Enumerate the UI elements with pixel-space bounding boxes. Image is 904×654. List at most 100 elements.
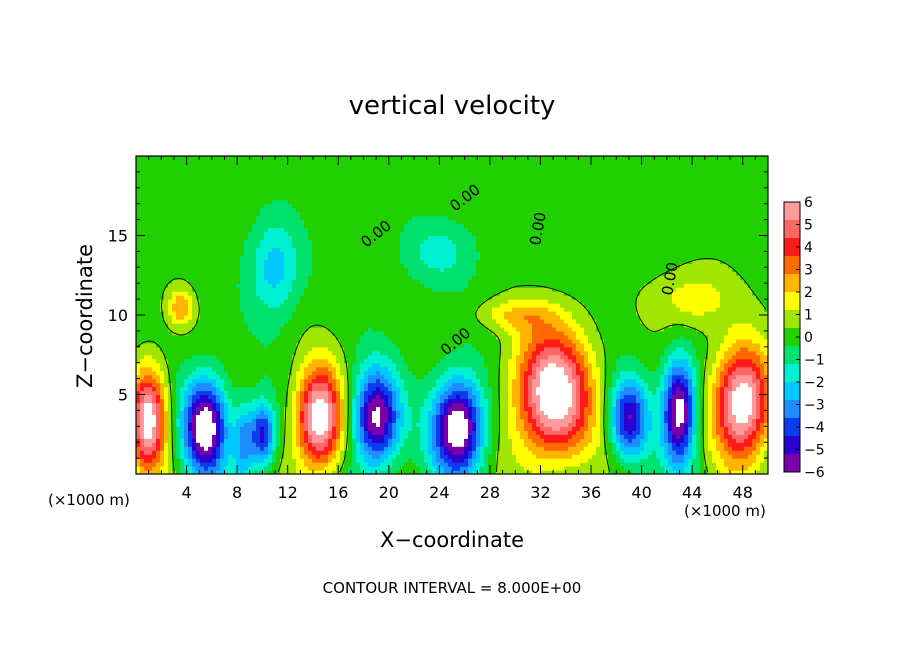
heat-cell bbox=[220, 390, 225, 396]
heat-cell bbox=[512, 406, 517, 412]
heat-cell bbox=[668, 414, 673, 419]
heat-cell bbox=[760, 470, 765, 474]
heat-cell bbox=[488, 386, 493, 392]
heat-cell bbox=[240, 390, 245, 396]
heat-cell bbox=[352, 354, 357, 360]
heat-cell bbox=[336, 378, 341, 384]
heat-cell bbox=[716, 358, 721, 364]
heat-cell bbox=[148, 426, 153, 431]
heat-cell bbox=[644, 426, 649, 431]
heat-cell bbox=[388, 442, 393, 447]
heat-cell bbox=[548, 438, 553, 443]
heat-cell bbox=[432, 362, 437, 368]
heat-cell bbox=[564, 434, 569, 439]
heat-cell bbox=[544, 370, 549, 376]
heat-cell bbox=[596, 358, 601, 364]
heat-cell bbox=[480, 446, 485, 451]
heat-cell bbox=[292, 366, 297, 372]
heat-cell bbox=[248, 422, 253, 427]
heat-cell bbox=[468, 454, 473, 459]
heat-cell bbox=[388, 430, 393, 435]
heat-cell bbox=[668, 438, 673, 443]
heat-cell bbox=[140, 466, 145, 471]
heat-cell bbox=[384, 442, 389, 447]
heat-cell bbox=[564, 406, 569, 412]
heat-cell bbox=[668, 422, 673, 427]
heat-cell bbox=[316, 362, 321, 368]
heat-cell bbox=[696, 466, 701, 471]
heat-cell bbox=[364, 358, 369, 364]
heat-cell bbox=[588, 406, 593, 412]
heat-cell bbox=[588, 438, 593, 443]
heat-cell bbox=[140, 374, 145, 380]
heat-cell bbox=[540, 462, 545, 467]
heat-cell bbox=[184, 426, 189, 431]
heat-cell bbox=[732, 366, 737, 372]
heat-cell bbox=[248, 354, 253, 360]
heat-cell bbox=[328, 350, 333, 356]
heat-cell bbox=[308, 374, 313, 380]
heat-cell bbox=[660, 370, 665, 376]
heat-cell bbox=[576, 430, 581, 435]
heat-cell bbox=[304, 374, 309, 380]
heat-cell bbox=[272, 442, 277, 447]
heat-cell bbox=[408, 382, 413, 388]
heat-cell bbox=[304, 450, 309, 455]
heat-cell bbox=[676, 438, 681, 443]
heat-cell bbox=[136, 378, 141, 384]
heat-cell bbox=[296, 418, 301, 423]
heat-cell bbox=[528, 434, 533, 439]
heat-cell bbox=[176, 422, 181, 427]
heat-cell bbox=[428, 390, 433, 396]
heat-cell bbox=[140, 382, 145, 388]
heat-cell bbox=[744, 446, 749, 451]
heat-cell bbox=[740, 414, 745, 419]
heat-cell bbox=[436, 446, 441, 451]
heat-cell bbox=[764, 450, 768, 455]
heat-cell bbox=[620, 426, 625, 431]
heat-cell bbox=[256, 466, 261, 471]
heat-cell bbox=[292, 406, 297, 412]
heat-cell bbox=[240, 426, 245, 431]
heat-cell bbox=[680, 434, 685, 439]
heat-cell bbox=[392, 346, 397, 352]
heat-cell bbox=[760, 458, 765, 463]
heat-cell bbox=[496, 454, 501, 459]
heat-cell bbox=[420, 426, 425, 431]
heat-cell bbox=[732, 402, 737, 408]
heat-cell bbox=[460, 350, 465, 356]
heat-cell bbox=[612, 362, 617, 368]
heat-cell bbox=[260, 414, 265, 419]
heat-cell bbox=[372, 466, 377, 471]
heat-cell bbox=[704, 454, 709, 459]
heat-cell bbox=[496, 378, 501, 384]
heat-cell bbox=[432, 462, 437, 467]
heat-cell bbox=[484, 410, 489, 415]
heat-cell bbox=[260, 358, 265, 364]
heat-cell bbox=[184, 398, 189, 404]
heat-cell bbox=[524, 410, 529, 415]
heat-cell bbox=[640, 386, 645, 392]
heat-cell bbox=[436, 374, 441, 380]
heat-cell bbox=[752, 442, 757, 447]
heat-cell bbox=[216, 466, 221, 471]
heat-cell bbox=[540, 430, 545, 435]
heat-cell bbox=[688, 378, 693, 384]
heat-cell bbox=[288, 430, 293, 435]
heat-cell bbox=[204, 454, 209, 459]
heat-cell bbox=[388, 374, 393, 380]
heat-cell bbox=[692, 362, 697, 368]
heat-cell bbox=[624, 434, 629, 439]
heat-cell bbox=[752, 406, 757, 412]
heat-cell bbox=[592, 458, 597, 463]
heat-cell bbox=[680, 418, 685, 423]
heat-cell bbox=[292, 430, 297, 435]
heat-cell bbox=[284, 382, 289, 388]
heat-cell bbox=[516, 370, 521, 376]
heat-cell bbox=[632, 390, 637, 396]
heat-cell bbox=[344, 394, 349, 400]
heat-cell bbox=[404, 398, 409, 404]
heat-cell bbox=[664, 350, 669, 356]
heat-cell bbox=[420, 418, 425, 423]
heat-cell bbox=[444, 458, 449, 463]
